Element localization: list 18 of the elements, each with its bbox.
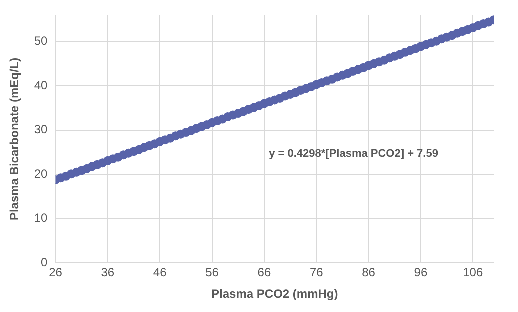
annotation: y = 0.4298*[Plasma PCO2] + 7.59 xyxy=(269,148,438,160)
x-tick-label: 46 xyxy=(153,266,168,280)
y-tick-label: 10 xyxy=(34,211,48,226)
x-tick-label: 106 xyxy=(463,266,484,280)
x-tick-label: 26 xyxy=(49,266,63,280)
y-tick-label: 0 xyxy=(41,256,48,270)
x-tick-label: 36 xyxy=(101,266,115,280)
x-tick-label: 86 xyxy=(362,266,376,280)
x-tick-label: 96 xyxy=(414,266,428,280)
y-axis-title: Plasma Bicarbonate (mEq/L) xyxy=(8,58,22,221)
y-tick-label: 50 xyxy=(34,34,48,48)
x-tick-label: 66 xyxy=(258,266,272,280)
y-tick-label: 40 xyxy=(34,78,48,92)
y-tick-label: 30 xyxy=(34,122,48,137)
x-tick-label: 56 xyxy=(206,266,220,280)
y-tick-label: 20 xyxy=(34,166,48,181)
x-axis-title: Plasma PCO2 (mmHg) xyxy=(212,287,338,302)
x-tick-label: 76 xyxy=(310,266,324,280)
